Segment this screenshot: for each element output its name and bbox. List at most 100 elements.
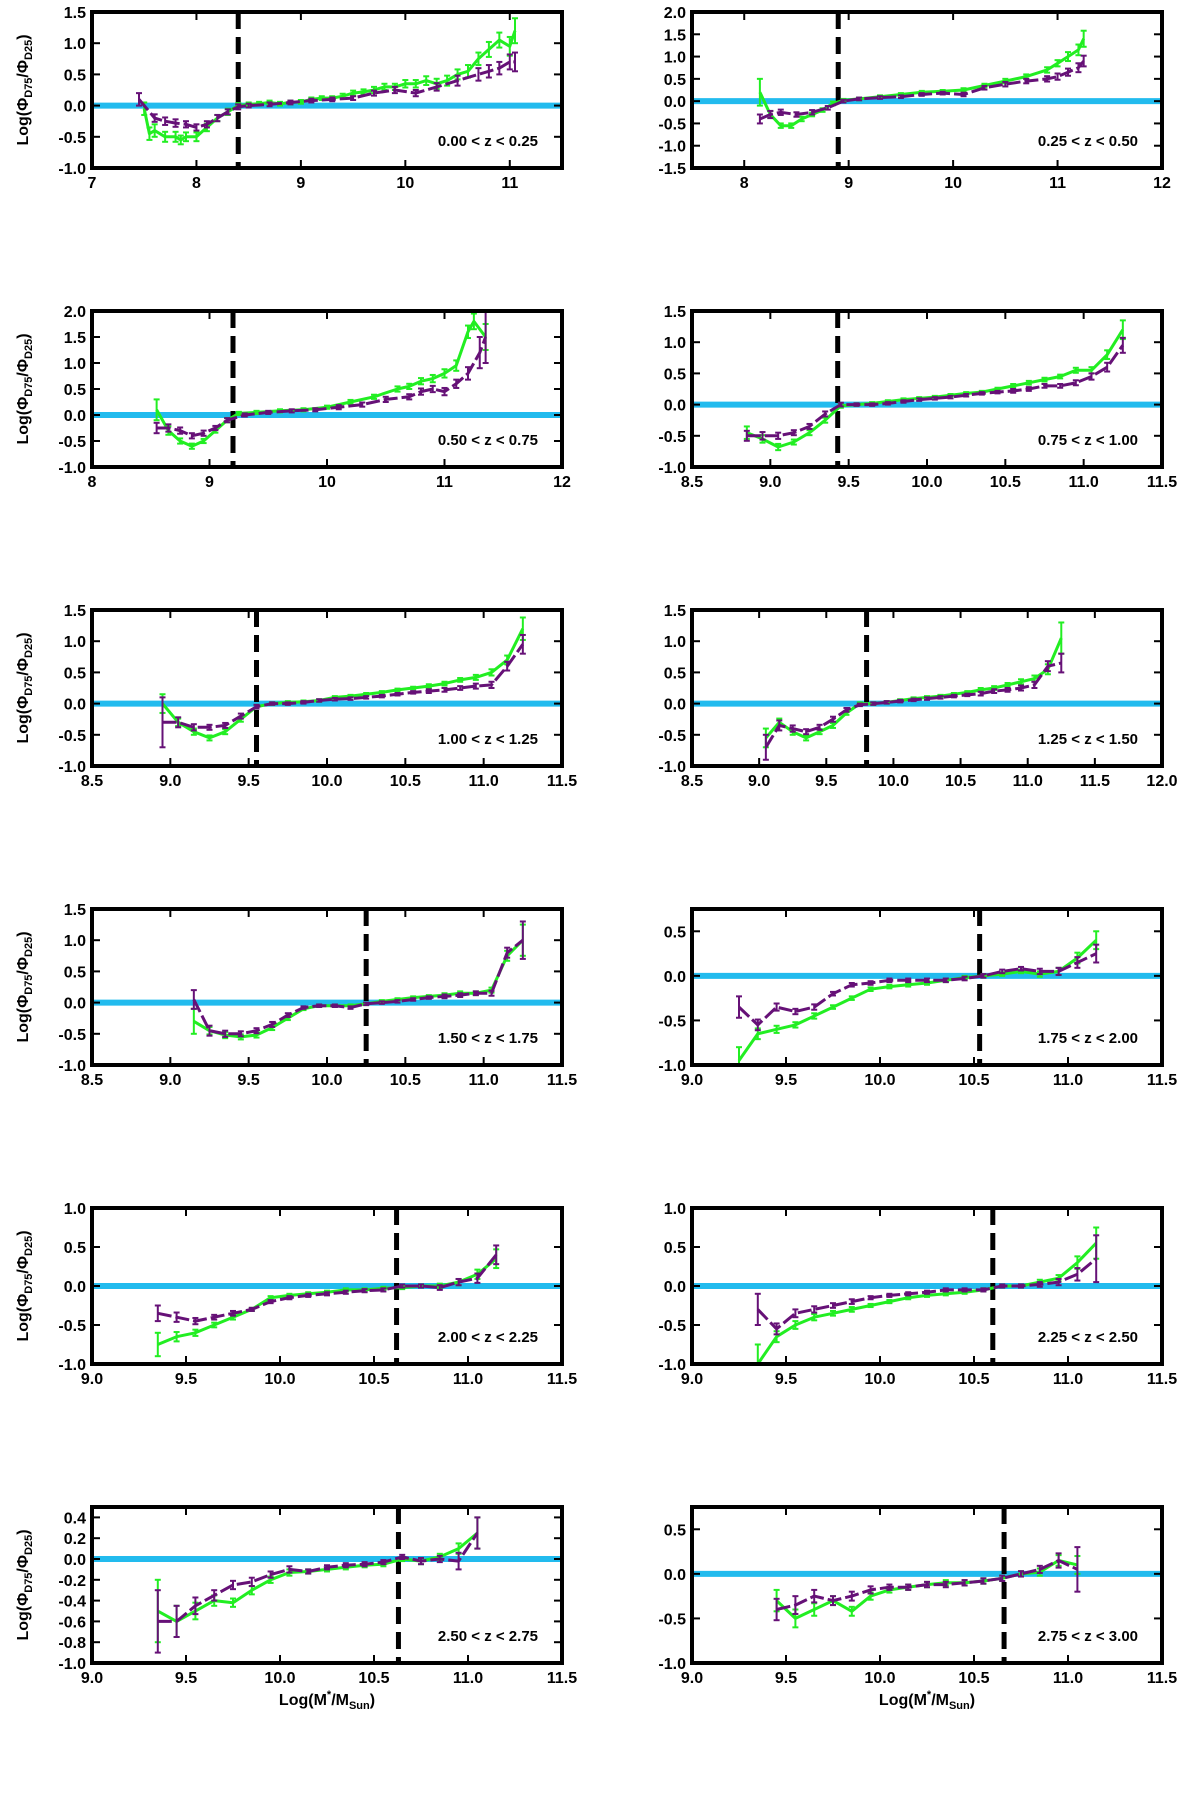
x-tick-label: 8.5 <box>81 773 103 790</box>
y-tick-label: 0.0 <box>64 408 86 425</box>
x-tick-label: 10.5 <box>390 773 421 790</box>
y-tick-label: -1.0 <box>58 161 86 178</box>
green-series <box>773 1554 1081 1629</box>
purple-series-line <box>737 952 1097 1027</box>
y-axis-label-part: ) <box>15 34 32 39</box>
x-tick-label: 9.5 <box>775 1072 797 1089</box>
purple-series-line <box>156 336 488 438</box>
y-tick-label: -0.5 <box>658 1013 686 1030</box>
x-tick-label: 9.5 <box>775 1371 797 1388</box>
y-axis-label-part: D25 <box>23 1236 35 1256</box>
purple-series <box>153 311 489 440</box>
y-tick-label: 0.5 <box>664 72 686 89</box>
y-axis-label-part: Log(Φ <box>15 1294 32 1342</box>
green-series-line <box>161 628 525 740</box>
y-tick-label: 1.0 <box>664 634 686 651</box>
green-series-line <box>758 38 1086 128</box>
y-tick-label: -1.0 <box>58 1058 86 1075</box>
chart-panel: 8.5 9.0 9.5 10.0 10.5 11.0 11.5 -1.0 -0.5 0.0 0.5 1… <box>15 603 577 790</box>
y-tick-label: -1.0 <box>58 1656 86 1673</box>
x-tick-label: 8 <box>88 474 97 491</box>
y-axis-label: Log(ΦD75/ΦD25) <box>15 34 35 145</box>
x-axis-label: Log(M*/MSun) <box>879 1689 975 1712</box>
x-tick-label: 9.5 <box>238 773 260 790</box>
purple-series <box>754 1234 1100 1336</box>
y-tick-label: 1.5 <box>64 330 86 347</box>
y-tick-label: -0.5 <box>658 429 686 446</box>
y-tick-label: -1.0 <box>658 759 686 776</box>
purple-series-line <box>162 643 525 729</box>
x-axis-label-part: Log(M <box>879 1692 927 1709</box>
y-axis-label-part: D25 <box>23 937 35 957</box>
purple-series <box>773 1546 1081 1622</box>
x-tick-label: 10 <box>396 175 414 192</box>
y-tick-label: -1.0 <box>658 460 686 477</box>
x-tick-label: 9.0 <box>759 474 781 491</box>
green-series-line <box>775 1559 1078 1620</box>
y-tick-label: -1.0 <box>658 1357 686 1374</box>
redshift-range-label: 1.75 < z < 2.00 <box>1038 1030 1138 1047</box>
y-axis-label-part: D25 <box>23 40 35 60</box>
green-series <box>736 930 1100 1065</box>
y-tick-label: 1.0 <box>64 1201 86 1218</box>
x-tick-label: 9.5 <box>838 474 860 491</box>
green-series <box>159 616 526 742</box>
y-tick-label: 0.5 <box>664 665 686 682</box>
green-series-line <box>193 939 524 1039</box>
y-tick-label: -0.5 <box>658 116 686 133</box>
x-tick-label: 9.5 <box>175 1670 197 1687</box>
chart-panel: 9.0 9.5 10.0 10.5 11.0 11.5 -1.0 -0.5 0.0 0.5 1.0 2… <box>658 1201 1177 1388</box>
x-tick-label: 8.5 <box>681 773 703 790</box>
y-tick-label: 1.0 <box>64 356 86 373</box>
y-tick-label: 1.5 <box>664 304 686 321</box>
x-tick-label: 11.5 <box>1147 1072 1177 1089</box>
y-tick-label: 0.0 <box>64 1279 86 1296</box>
x-tick-label: 10.0 <box>864 1371 895 1388</box>
y-tick-label: -0.5 <box>658 1611 686 1628</box>
y-tick-label: 0.0 <box>64 697 86 714</box>
y-tick-label: -0.5 <box>658 728 686 745</box>
purple-series <box>159 633 526 749</box>
y-tick-label: 1.0 <box>664 335 686 352</box>
x-axis-label-part: * <box>327 1689 332 1701</box>
y-tick-label: 2.0 <box>64 304 86 321</box>
y-tick-label: 1.5 <box>64 603 86 620</box>
plot-frame <box>90 10 564 170</box>
x-tick-label: 11.0 <box>1053 1371 1083 1388</box>
x-tick-label: 10.5 <box>945 773 976 790</box>
x-tick-label: 11.5 <box>547 1670 577 1687</box>
y-tick-label: -0.8 <box>58 1635 86 1652</box>
x-tick-label: 11.0 <box>1013 773 1043 790</box>
y-axis-label-part: D75 <box>23 377 35 397</box>
y-tick-label: -0.5 <box>58 1318 86 1335</box>
green-series <box>154 1516 481 1644</box>
x-tick-label: 9.5 <box>175 1371 197 1388</box>
x-tick-label: 12 <box>553 474 571 491</box>
x-axis-label-part: ) <box>370 1692 375 1709</box>
green-series-line <box>737 939 1098 1062</box>
redshift-range-label: 2.00 < z < 2.25 <box>438 1329 538 1346</box>
y-tick-label: -1.5 <box>658 161 686 178</box>
purple-series <box>190 920 526 1038</box>
y-tick-label: 1.5 <box>664 603 686 620</box>
chart-panel: 9.0 9.5 10.0 10.5 11.0 11.5 -1.0 -0.8 -0.6 -0.4 -0… <box>15 1505 577 1712</box>
y-axis-label: Log(ΦD75/ΦD25) <box>15 333 35 444</box>
green-series <box>754 1226 1100 1364</box>
purple-series <box>154 1244 500 1326</box>
x-tick-label: 8.5 <box>81 1072 103 1089</box>
y-tick-label: 0.5 <box>64 1240 86 1257</box>
y-axis-label-part: D75 <box>23 975 35 995</box>
x-tick-label: 11.5 <box>1080 773 1110 790</box>
x-tick-label: 9 <box>296 175 305 192</box>
x-axis-label: Log(M*/MSun) <box>279 1689 375 1712</box>
y-axis-label-part: ) <box>15 1230 32 1235</box>
y-axis-label-part: D25 <box>23 339 35 359</box>
y-tick-label: 0.5 <box>664 1522 686 1539</box>
chart-panel: 8.5 9.0 9.5 10.0 10.5 11.0 11.5 -1.0 -0.5 0.0 0.5 1… <box>15 902 577 1089</box>
y-tick-label: 0.0 <box>664 1279 686 1296</box>
plot-frame <box>90 1505 564 1665</box>
y-tick-label: 0.0 <box>64 99 86 116</box>
x-tick-label: 9.5 <box>815 773 837 790</box>
y-tick-label: 0.5 <box>664 924 686 941</box>
y-axis-label-part: ) <box>15 1529 32 1534</box>
